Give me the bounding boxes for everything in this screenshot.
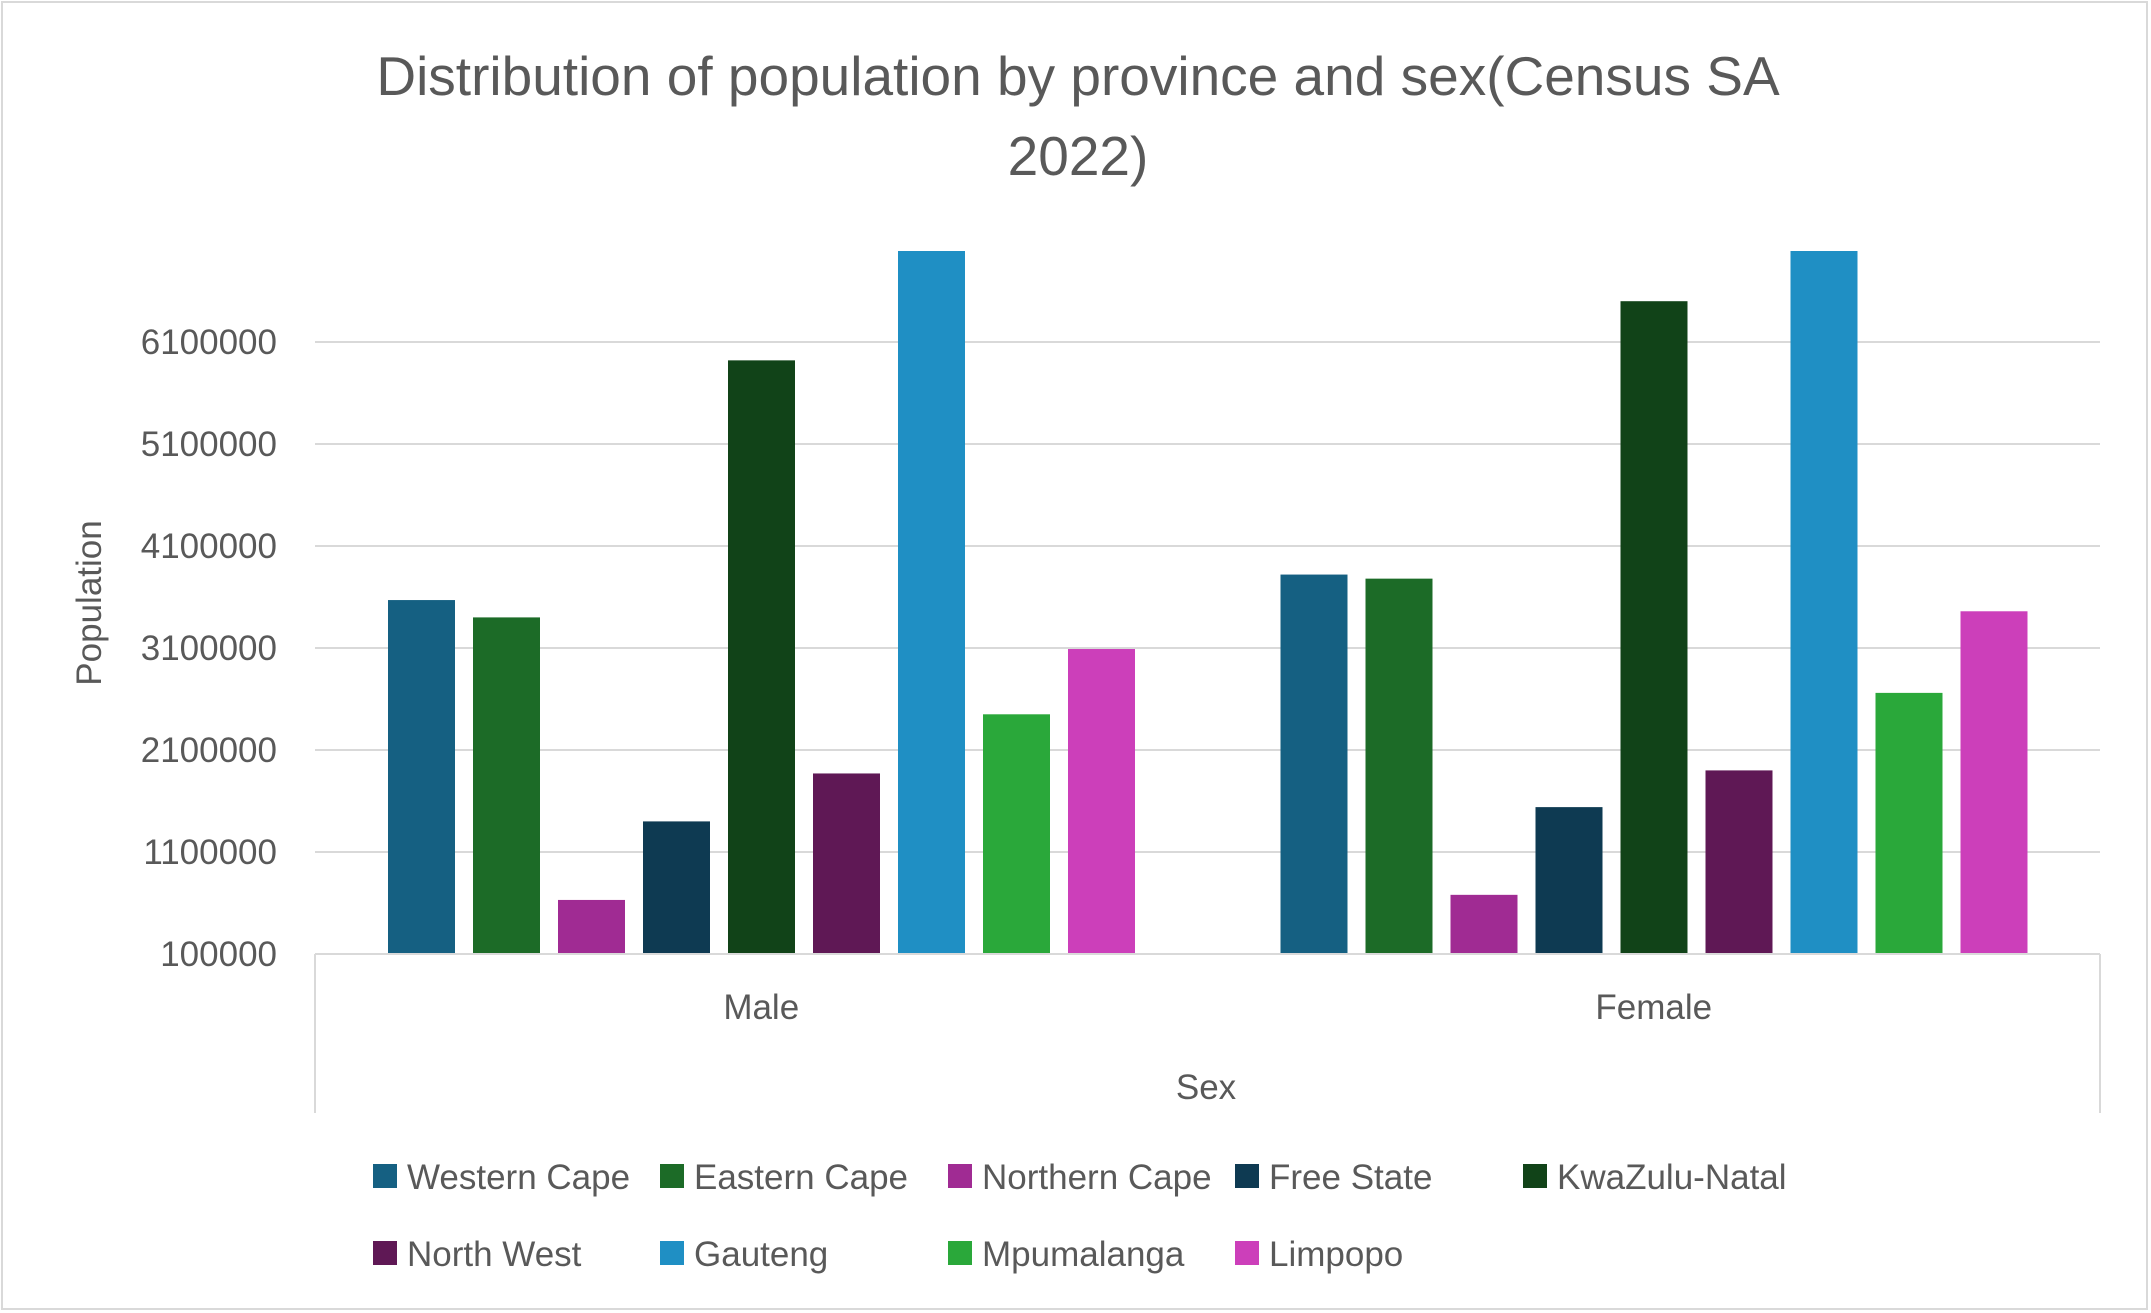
x-axis-title: Sex: [1176, 1068, 1237, 1107]
y-tick-label: 4100000: [141, 527, 277, 566]
y-tick-label: 3100000: [141, 629, 277, 668]
bar: [643, 821, 710, 954]
y-axis-ticks: 100000 1100000 2100000 3100000 4100000 510000…: [141, 323, 277, 974]
legend-swatch: [373, 1164, 397, 1188]
bar: [1875, 692, 1943, 954]
y-tick-label: 6100000: [141, 323, 277, 362]
legend-swatch: [1523, 1164, 1547, 1188]
bar: [473, 617, 540, 954]
x-tick-label: Male: [723, 988, 799, 1027]
chart-title-line-2: 2022): [1008, 125, 1149, 187]
bar: [1960, 611, 2028, 954]
legend-swatch: [373, 1241, 397, 1265]
bar: [1365, 578, 1433, 954]
bar: [728, 360, 795, 954]
x-axis-ticks: Male Female: [723, 988, 1712, 1027]
bar: [1280, 574, 1348, 954]
y-tick-label: 100000: [160, 935, 277, 974]
y-tick-label: 1100000: [143, 833, 277, 872]
legend-swatch: [948, 1164, 972, 1188]
y-tick-label: 5100000: [141, 425, 277, 464]
y-axis-title: Population: [70, 520, 109, 685]
legend-swatch: [1235, 1241, 1259, 1265]
legend-swatch: [660, 1241, 684, 1265]
bar: [1068, 649, 1135, 954]
legend-swatch: [660, 1164, 684, 1188]
bar: [388, 600, 455, 954]
bar: [1705, 770, 1773, 954]
legend-label: Limpopo: [1269, 1235, 1403, 1274]
bar: [813, 773, 880, 954]
legend-label: Free State: [1269, 1158, 1432, 1197]
bar: [558, 899, 625, 954]
legend-label: Northern Cape: [982, 1158, 1212, 1197]
bar: [983, 714, 1050, 954]
bar: [1790, 251, 1858, 954]
legend-label: North West: [407, 1235, 582, 1274]
bar: [1450, 894, 1518, 954]
bars: [388, 251, 2028, 954]
x-axis-box: [314, 953, 2101, 1113]
legend-label: Western Cape: [407, 1158, 630, 1197]
legend-label: Gauteng: [694, 1235, 828, 1274]
legend: Western Cape Eastern Cape Northern Cape Fre…: [373, 1158, 1787, 1274]
bar: [898, 251, 965, 954]
bar-chart: Distribution of population by province a…: [70, 45, 2101, 1274]
bar: [1535, 807, 1603, 954]
x-tick-label: Female: [1595, 988, 1712, 1027]
legend-swatch: [1235, 1164, 1259, 1188]
legend-label: Eastern Cape: [694, 1158, 908, 1197]
legend-label: Mpumalanga: [982, 1235, 1185, 1274]
bar: [1620, 301, 1688, 954]
legend-label: KwaZulu-Natal: [1557, 1158, 1787, 1197]
chart-title-line-1: Distribution of population by province a…: [376, 45, 1780, 107]
y-tick-label: 2100000: [141, 731, 277, 770]
legend-swatch: [948, 1241, 972, 1265]
